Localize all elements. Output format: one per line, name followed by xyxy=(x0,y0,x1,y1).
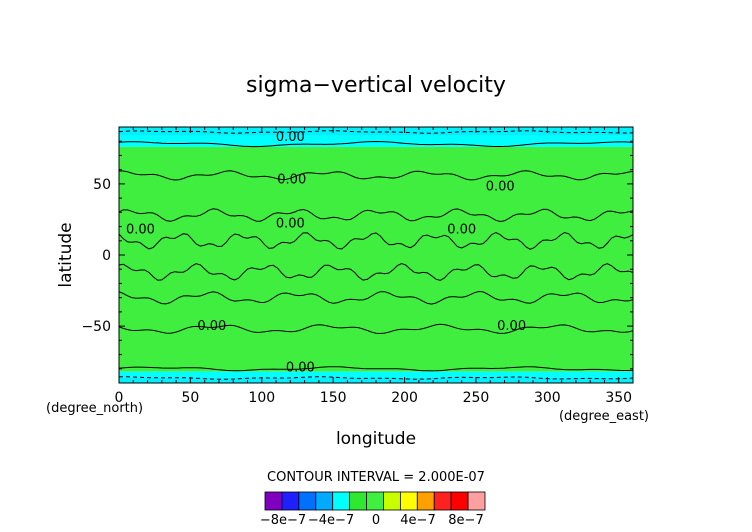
contour-line-south-tropic xyxy=(118,290,634,305)
contour-label: 0.00 xyxy=(497,319,526,334)
colorbar-swatch xyxy=(298,491,317,511)
contour-line-equator-north xyxy=(118,231,634,250)
x-tick-label: 200 xyxy=(391,390,418,406)
y-axis-label: latitude xyxy=(56,222,76,287)
x-tick-label: 150 xyxy=(320,390,347,406)
x-tick-label: 50 xyxy=(181,390,199,406)
x-tick-label: 0 xyxy=(115,390,124,406)
contour-line-north xyxy=(118,140,634,148)
x-axis-units: (degree_east) xyxy=(559,409,649,424)
contour-line-north-mid xyxy=(119,170,634,181)
contour-label: 0.00 xyxy=(486,180,515,195)
contour-label: 0.00 xyxy=(126,222,155,237)
contour-line-equator-south xyxy=(118,262,634,281)
colorbar-swatch xyxy=(315,491,334,511)
colorbar xyxy=(264,491,486,511)
colorbar-swatch xyxy=(399,491,418,511)
y-tick-label: 50 xyxy=(93,177,111,193)
colorbar-swatch xyxy=(349,491,367,511)
colorbar-swatch xyxy=(366,491,384,511)
band-2 xyxy=(119,146,633,372)
colorbar-swatch xyxy=(332,491,351,511)
contour-label: 0.00 xyxy=(276,130,305,145)
contour-label: 0.00 xyxy=(197,319,226,334)
x-axis-ticks: 0 50 100 150 200 250 300 350 xyxy=(115,127,632,406)
x-tick-label: 100 xyxy=(248,390,275,406)
y-tick-label: 0 xyxy=(102,248,111,264)
colorbar-swatch xyxy=(450,491,469,511)
contour-label: 0.00 xyxy=(277,173,306,188)
band-0 xyxy=(119,127,633,136)
colorbar-label: −4e−7 xyxy=(308,513,354,528)
colorbar-label: 0 xyxy=(372,513,380,528)
y-axis-units: (degree_north) xyxy=(46,401,143,416)
colorbar-swatch xyxy=(264,491,283,511)
contour-label: 0.00 xyxy=(286,360,315,375)
colorbar-swatch xyxy=(433,491,452,511)
contour-line-south-mid xyxy=(118,323,634,335)
contour-label: 0.00 xyxy=(276,217,305,232)
band-3 xyxy=(119,371,633,378)
plot-area xyxy=(119,127,633,383)
colorbar-labels: −8e−7 −4e−7 0 4e−7 8e−7 xyxy=(260,513,484,528)
x-tick-label: 250 xyxy=(463,390,490,406)
x-axis-label: longitude xyxy=(336,429,416,449)
x-tick-label: 350 xyxy=(605,390,632,406)
colorbar-label: −8e−7 xyxy=(260,513,306,528)
y-tick-label: −50 xyxy=(81,319,111,335)
colorbar-swatch xyxy=(416,491,435,511)
colorbar-swatch xyxy=(383,491,401,511)
contour-line-north-tropic xyxy=(118,208,634,223)
colorbar-swatch xyxy=(467,491,486,511)
contour-labels: 0.00 0.00 0.00 0.00 0.00 0.00 0.00 0.00 0.00 xyxy=(126,130,526,375)
contour-line-south xyxy=(118,366,634,372)
colorbar-label: 4e−7 xyxy=(400,513,435,528)
contour-interval-note: CONTOUR INTERVAL = 2.000E-07 xyxy=(267,470,485,485)
y-axis-ticks: 50 0 −50 xyxy=(81,140,633,370)
x-tick-label: 300 xyxy=(534,390,561,406)
chart-title: sigma−vertical velocity xyxy=(246,73,506,98)
contour-label: 0.00 xyxy=(447,222,476,237)
colorbar-label: 8e−7 xyxy=(448,513,483,528)
colorbar-swatch xyxy=(281,491,300,511)
